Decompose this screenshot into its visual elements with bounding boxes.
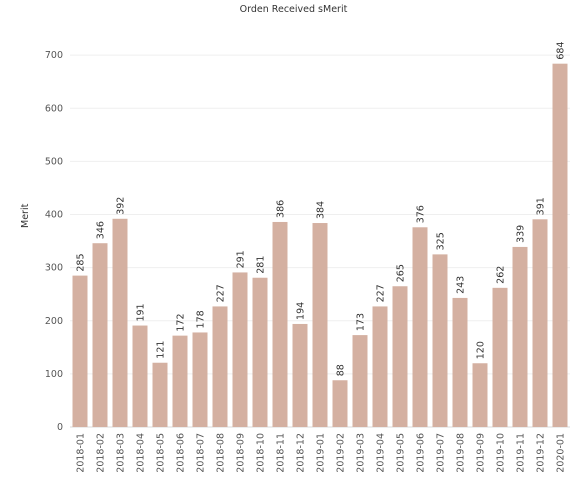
bar-2018-08: [212, 306, 228, 427]
x-tick-label: 2018-07: [196, 433, 207, 473]
x-tick-label: 2019-07: [436, 433, 447, 473]
bar-2020-01: [552, 63, 568, 428]
bar-2018-10: [252, 277, 268, 427]
data-label: 391: [536, 197, 547, 215]
data-label: 172: [176, 313, 187, 331]
x-tick-label: 2020-01: [556, 433, 567, 473]
x-tick-label: 2019-03: [356, 433, 367, 473]
bar-2018-07: [192, 332, 208, 427]
bar-2019-10: [492, 287, 508, 427]
bar-2019-03: [352, 335, 368, 427]
x-tick-label: 2019-12: [536, 433, 547, 473]
data-label: 265: [396, 264, 407, 282]
bar-2018-11: [272, 221, 288, 427]
x-tick-label: 2018-06: [176, 433, 187, 473]
bar-2018-05: [152, 362, 168, 427]
data-label: 173: [356, 313, 367, 331]
y-tick-label: 100: [45, 369, 63, 380]
chart-title: Orden Received sMerit: [239, 4, 348, 15]
y-tick-label: 600: [45, 103, 63, 114]
data-labels: 285 346 392 191 121 172 178 227 291 281 386 194 384 8…: [76, 42, 567, 377]
x-tick-label: 2018-01: [76, 433, 87, 473]
bar-2018-09: [232, 272, 248, 427]
bar-2019-09: [472, 363, 488, 427]
x-tick-label: 2019-11: [516, 433, 527, 473]
bar-2019-12: [532, 219, 548, 427]
bar-2019-01: [312, 223, 328, 427]
bar-2018-12: [292, 323, 308, 427]
bar-2018-04: [132, 325, 148, 427]
y-tick-label: 300: [45, 263, 63, 274]
x-tick-label: 2019-04: [376, 433, 387, 473]
y-tick-label: 500: [45, 156, 63, 167]
x-tick-label: 2019-05: [396, 433, 407, 473]
bar-2018-01: [72, 275, 88, 427]
x-tick-label: 2019-10: [496, 433, 507, 473]
x-axis-ticks: 2018-01 2018-02 2018-03 2018-04 2018-05 2018-…: [76, 433, 567, 473]
x-tick-label: 2019-06: [416, 433, 427, 473]
x-tick-label: 2019-01: [316, 433, 327, 473]
data-label: 325: [436, 232, 447, 250]
data-label: 339: [516, 225, 527, 243]
bar-2019-11: [512, 246, 528, 427]
x-tick-label: 2019-09: [476, 433, 487, 473]
y-tick-label: 200: [45, 316, 63, 327]
data-label: 281: [256, 256, 267, 274]
data-label: 291: [236, 250, 247, 268]
x-tick-label: 2018-04: [136, 433, 147, 473]
x-tick-label: 2018-12: [296, 433, 307, 473]
x-tick-label: 2018-09: [236, 433, 247, 473]
x-tick-label: 2018-11: [276, 433, 287, 473]
data-label: 88: [336, 364, 347, 376]
data-label: 191: [136, 303, 147, 321]
bars: [72, 63, 568, 428]
y-tick-label: 400: [45, 210, 63, 221]
bar-2018-03: [112, 218, 128, 427]
x-tick-label: 2019-02: [336, 433, 347, 473]
bar-2018-02: [92, 243, 108, 427]
y-tick-label: 700: [45, 50, 63, 61]
data-label: 243: [456, 276, 467, 294]
x-tick-label: 2018-05: [156, 433, 167, 473]
data-label: 684: [556, 42, 567, 60]
data-label: 384: [316, 201, 327, 219]
data-label: 121: [156, 341, 167, 359]
y-tick-label: 0: [57, 422, 63, 433]
y-axis-ticks: 0 100 200 300 400 500 600 700: [45, 50, 63, 433]
bar-2018-06: [172, 335, 188, 427]
data-label: 386: [276, 200, 287, 218]
data-label: 262: [496, 266, 507, 284]
data-label: 120: [476, 341, 487, 359]
x-tick-label: 2018-08: [216, 433, 227, 473]
x-tick-label: 2018-10: [256, 433, 267, 473]
bar-2019-04: [372, 306, 388, 427]
x-tick-label: 2018-02: [96, 433, 107, 473]
data-label: 178: [196, 310, 207, 328]
data-label: 227: [376, 284, 387, 302]
x-tick-label: 2018-03: [116, 433, 127, 473]
data-label: 194: [296, 302, 307, 320]
bar-2019-07: [432, 254, 448, 427]
bar-2019-02: [332, 380, 348, 427]
data-label: 227: [216, 284, 227, 302]
data-label: 346: [96, 221, 107, 239]
data-label: 376: [416, 205, 427, 223]
x-tick-label: 2019-08: [456, 433, 467, 473]
bar-2019-08: [452, 297, 468, 427]
data-label: 285: [76, 253, 87, 271]
bar-2019-06: [412, 227, 428, 427]
bar-2019-05: [392, 286, 408, 427]
data-label: 392: [116, 197, 127, 215]
